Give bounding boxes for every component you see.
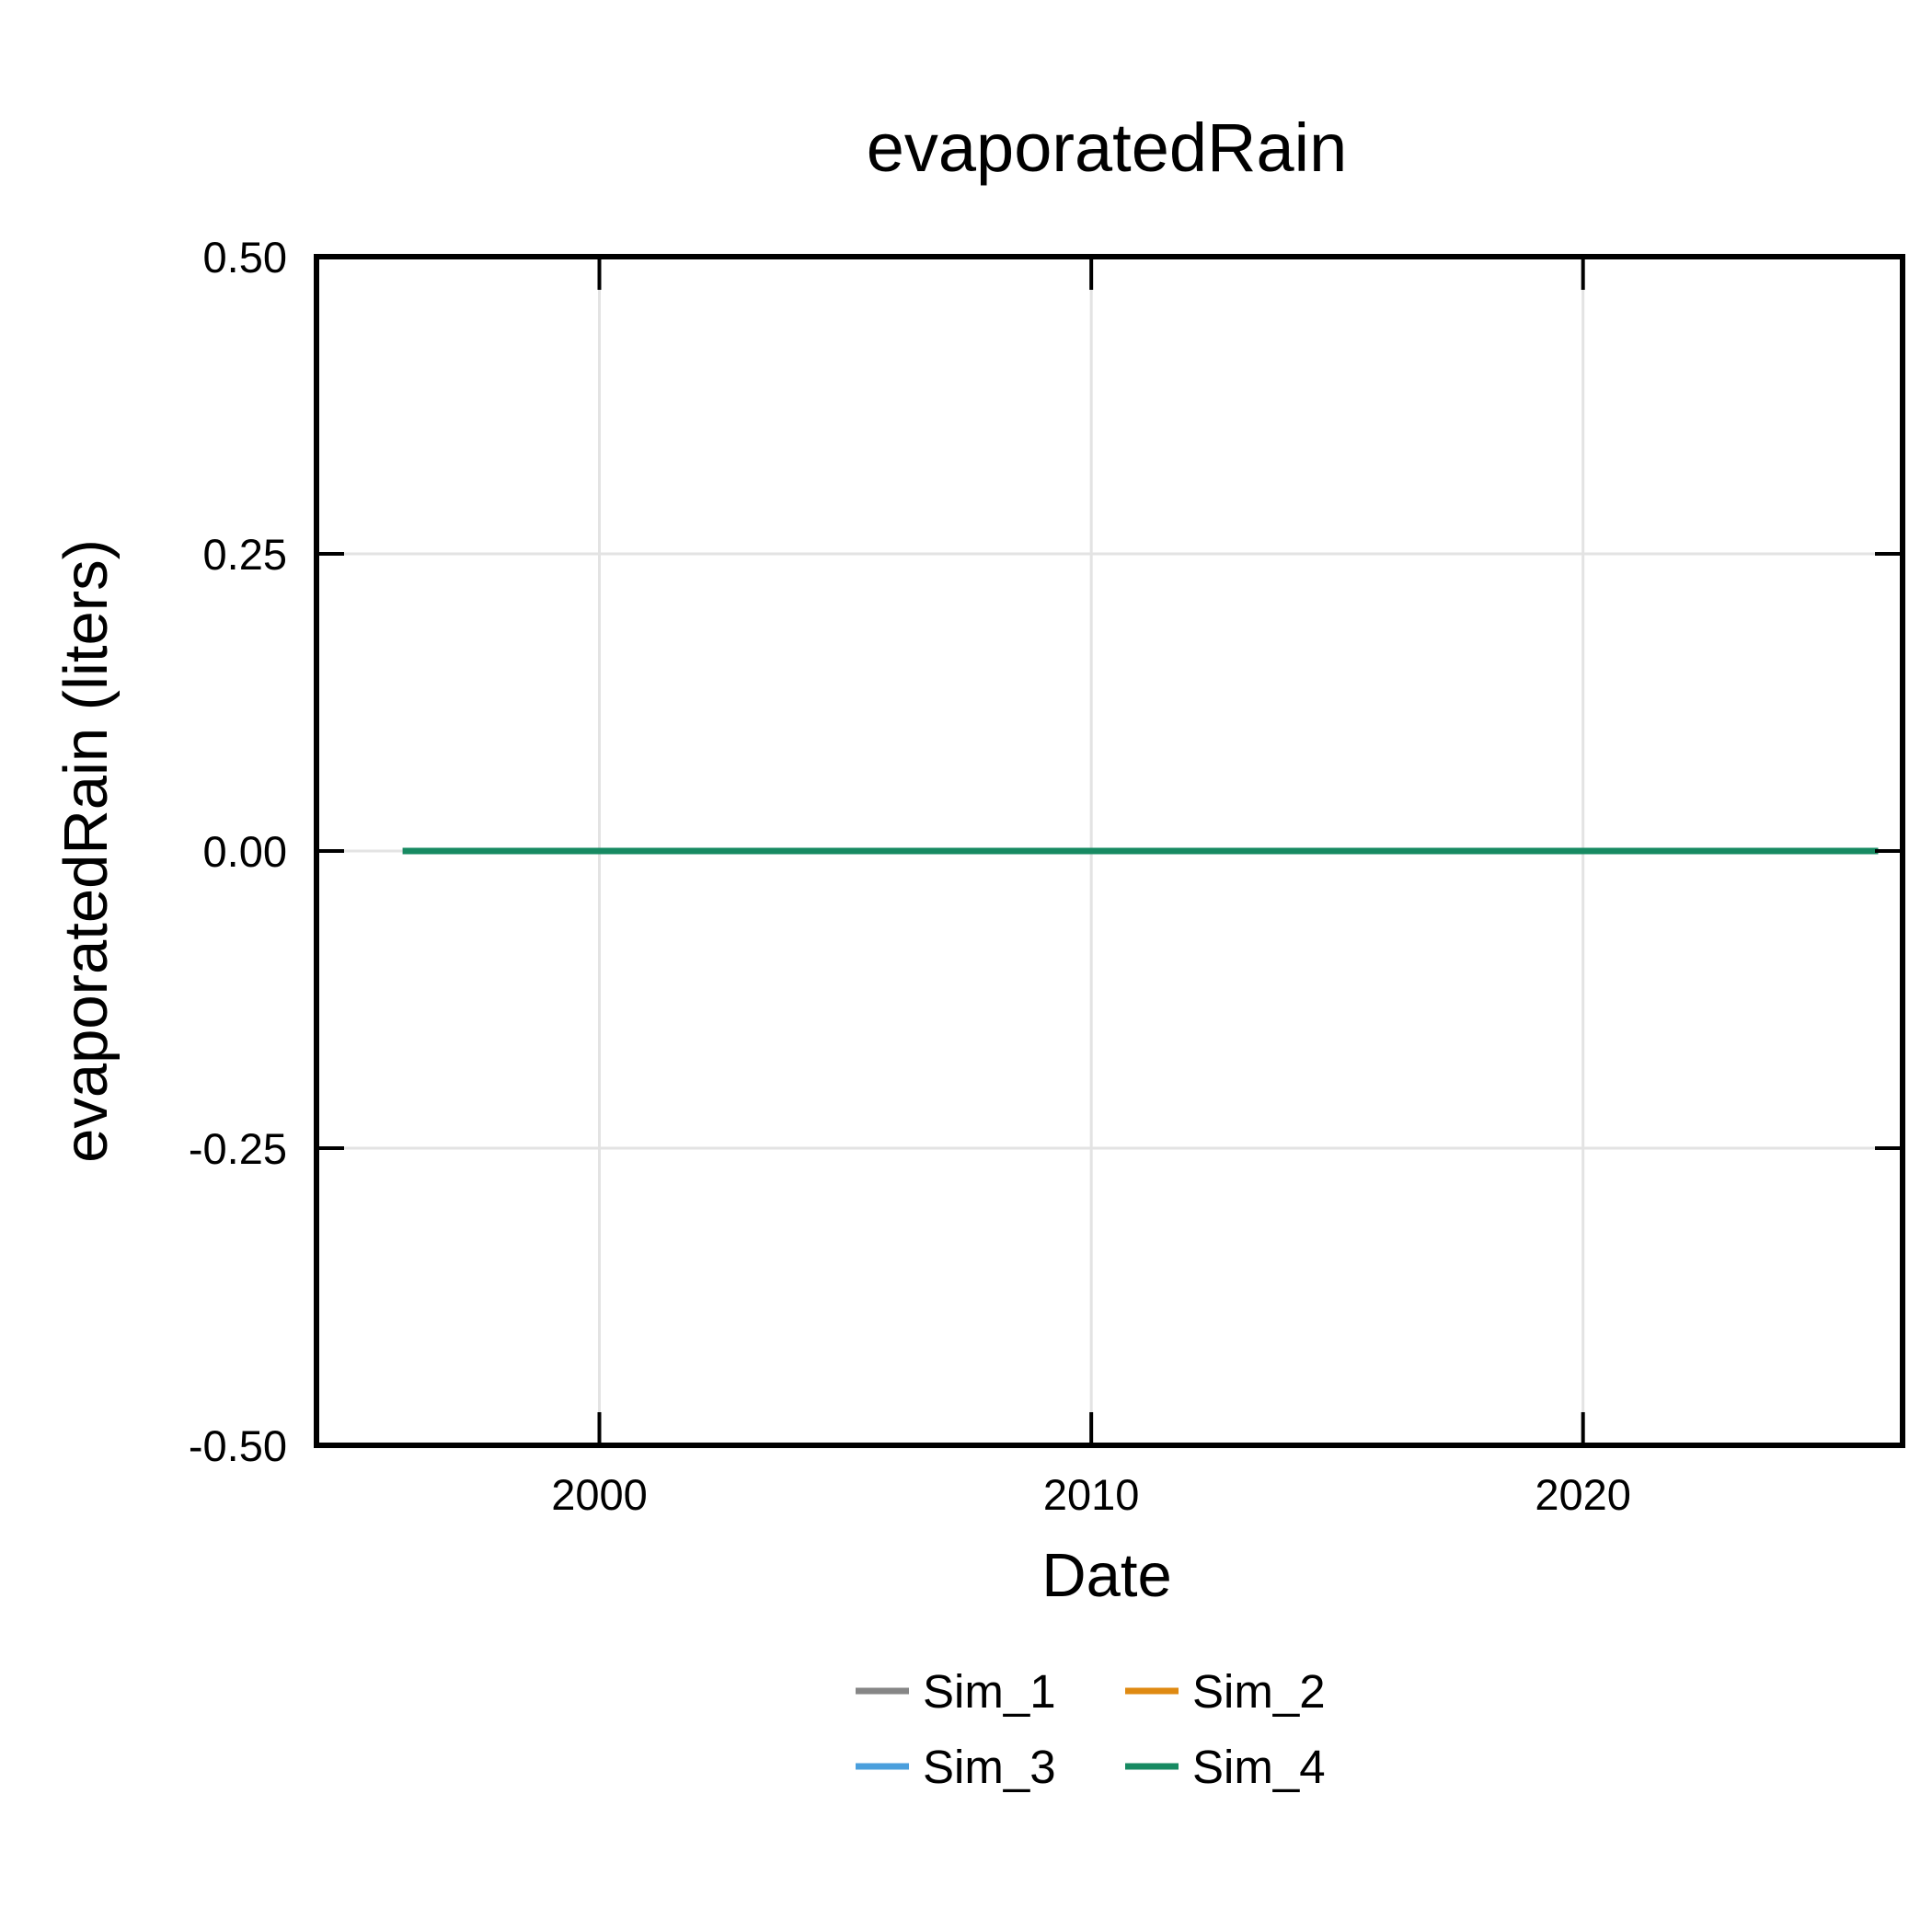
y-tick-label: 0.25	[203, 530, 287, 579]
tick-marks	[316, 255, 1903, 1447]
y-tick-label: -0.25	[189, 1124, 287, 1173]
legend-label: Sim_1	[923, 1665, 1056, 1718]
x-tick-label: 2000	[551, 1470, 648, 1519]
y-tick-label: 0.00	[203, 827, 287, 876]
y-tick-label: 0.50	[203, 233, 287, 282]
legend-label: Sim_3	[923, 1741, 1056, 1793]
legend-label: Sim_4	[1192, 1741, 1326, 1793]
y-tick-label: -0.50	[189, 1421, 287, 1470]
legend: Sim_1 Sim_2 Sim_3 Sim_4	[856, 1665, 1326, 1793]
tick-labels: 0.50 0.25 0.00 -0.25 -0.50 2000 2010 2020	[189, 233, 1631, 1519]
y-axis-title: evaporatedRain (liters)	[52, 539, 121, 1163]
legend-label: Sim_2	[1192, 1665, 1326, 1718]
x-tick-label: 2020	[1535, 1470, 1631, 1519]
chart-title: evaporatedRain	[867, 109, 1347, 186]
x-tick-label: 2010	[1043, 1470, 1140, 1519]
x-axis-title: Date	[1041, 1541, 1172, 1610]
